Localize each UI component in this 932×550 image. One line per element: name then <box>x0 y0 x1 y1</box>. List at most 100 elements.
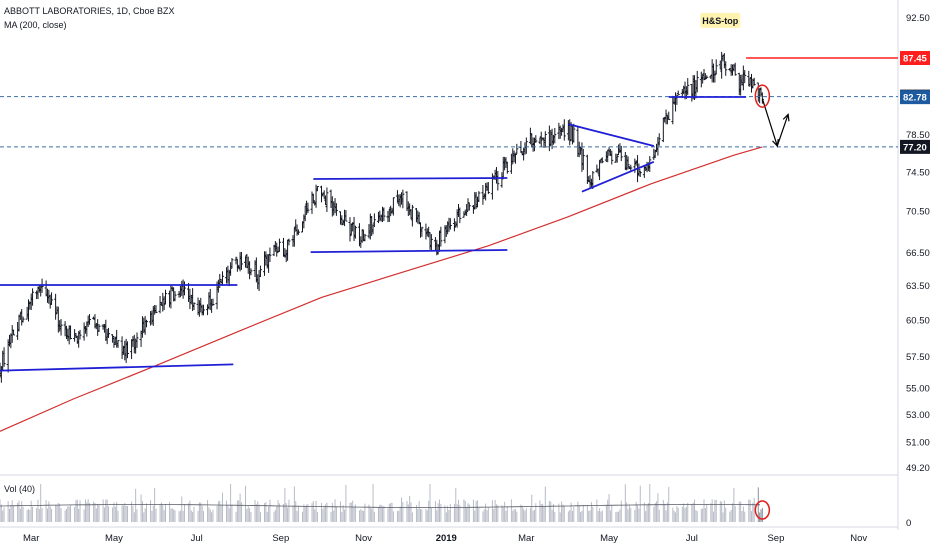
y-tick-label: 66.50 <box>906 248 930 259</box>
y-tick-label: 63.50 <box>906 281 930 292</box>
ohlc-bar <box>306 202 310 214</box>
ohlc-bar <box>534 135 538 143</box>
ohlc-bar <box>610 150 614 165</box>
ohlc-bar <box>275 242 279 257</box>
ohlc-bar <box>467 202 471 211</box>
price-badge-background <box>900 139 930 154</box>
ma-legend: MA (200, close) <box>4 20 67 30</box>
price-badge: 82.78 <box>900 90 930 105</box>
ohlc-bar <box>211 298 215 306</box>
ohlc-bar <box>705 75 709 79</box>
ohlc-bar <box>401 189 405 209</box>
ohlc-bar <box>724 61 728 76</box>
chart-title: ABBOTT LABORATORIES, 1D, Cboe BZX <box>4 6 175 16</box>
y-tick-label: 74.50 <box>906 167 930 178</box>
ohlc-bar <box>391 197 395 216</box>
x-tick-label: Nov <box>850 533 867 544</box>
x-tick-label: Jul <box>686 533 698 544</box>
ohlc-bar <box>88 314 92 325</box>
ohlc-bar <box>182 281 186 296</box>
ohlc-bar <box>344 210 348 222</box>
ohlc-bar <box>2 347 6 367</box>
ohlc-bar <box>135 332 139 348</box>
price-badge-label: 82.78 <box>903 93 927 104</box>
annotation-layer: H&S-top <box>700 12 790 520</box>
y-tick-label: 78.50 <box>906 130 930 141</box>
ohlc-bar <box>97 324 101 332</box>
ohlc-bar <box>448 218 452 230</box>
y-tick-label: 49.20 <box>906 463 930 474</box>
ohlc-bar <box>695 70 699 93</box>
ohlc-bar <box>600 157 604 164</box>
price-badge-label: 77.20 <box>903 142 927 153</box>
pattern-line <box>313 177 508 180</box>
x-tick-label: 2019 <box>436 533 457 544</box>
ohlc-bar <box>334 203 338 216</box>
x-tick-label: Sep <box>272 533 289 544</box>
ohlc-bar <box>325 187 329 212</box>
ohlc-bar <box>360 229 364 243</box>
x-tick-label: Nov <box>355 533 372 544</box>
ohlc-bar <box>311 193 315 204</box>
grid-layer <box>0 0 899 530</box>
ohlc-bar <box>420 226 424 237</box>
ohlc-bar <box>429 234 433 252</box>
ohlc-bar <box>562 119 566 141</box>
pattern-line <box>581 160 655 193</box>
ohlc-bar <box>163 289 167 305</box>
ohlc-bar <box>234 256 238 265</box>
ohlc-bar <box>703 73 707 81</box>
ohlc-bar <box>743 69 747 84</box>
pattern-label-background <box>700 12 741 28</box>
ohlc-bar <box>515 143 519 154</box>
ohlc-bar <box>372 213 376 228</box>
price-badge-background <box>900 90 930 105</box>
ohlc-bar <box>458 207 462 224</box>
x-tick-label: May <box>105 533 123 544</box>
ma-200-line <box>0 146 763 432</box>
y-tick-label: 70.50 <box>906 207 930 218</box>
ohlc-bar <box>752 77 756 86</box>
ohlc-bar <box>258 265 262 278</box>
pattern-line <box>568 123 655 147</box>
ohlc-bar <box>126 341 130 359</box>
ohlc-bar <box>733 62 737 76</box>
volume-highlight-circle <box>754 500 771 520</box>
arrow-head-down <box>772 138 779 148</box>
ohlc-bar <box>78 329 82 340</box>
price-bars-layer <box>0 51 764 383</box>
y-tick-label: 92.50 <box>906 13 930 24</box>
ohlc-bar <box>466 198 470 212</box>
ohlc-bar <box>173 291 177 302</box>
ohlc-bar <box>657 133 661 146</box>
ohlc-bar <box>363 233 367 242</box>
ohlc-bar <box>31 288 35 306</box>
volume-layer <box>0 484 763 522</box>
ohlc-bar <box>619 145 623 162</box>
ohlc-bar <box>239 251 243 270</box>
ohlc-bar <box>513 153 517 164</box>
ohlc-bar <box>353 225 357 239</box>
x-tick-label: Mar <box>518 533 534 544</box>
ohlc-bar <box>268 247 272 263</box>
ohlc-bar <box>249 268 253 276</box>
ohlc-bar <box>686 78 690 96</box>
ohlc-bar <box>21 316 25 323</box>
ohlc-bar <box>145 319 149 328</box>
pattern-label: H&S-top <box>700 12 741 28</box>
y-tick-label: 60.50 <box>906 316 930 327</box>
ohlc-bar <box>12 329 16 336</box>
ohlc-bar <box>572 123 576 143</box>
ohlc-bar <box>667 111 671 121</box>
ohlc-bar <box>201 304 205 316</box>
axes-layer: 92.50 78.50 74.50 70.50 66.50 63.50 60.50 57.50… <box>23 13 930 544</box>
ohlc-bar <box>714 59 718 75</box>
price-badge-label: 87.45 <box>903 54 927 65</box>
x-tick-label: Sep <box>767 533 784 544</box>
ohlc-bar <box>581 148 585 170</box>
ma-layer <box>0 146 763 432</box>
ohlc-bar <box>230 257 234 269</box>
ohlc-bar <box>277 238 281 252</box>
ohlc-bar <box>481 185 485 205</box>
